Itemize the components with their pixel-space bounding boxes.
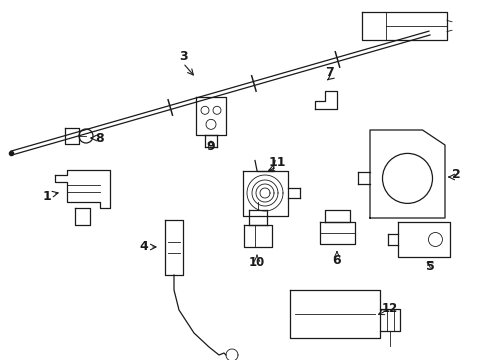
Polygon shape	[55, 170, 110, 208]
Text: 9: 9	[206, 140, 215, 153]
Polygon shape	[369, 130, 444, 218]
Text: 4: 4	[140, 240, 148, 253]
Text: 10: 10	[248, 256, 264, 270]
Text: 7: 7	[325, 67, 334, 80]
Text: 3: 3	[178, 50, 187, 63]
Text: 2: 2	[451, 168, 459, 181]
Text: 11: 11	[268, 156, 285, 168]
Text: 12: 12	[381, 302, 397, 315]
Text: 8: 8	[96, 131, 104, 144]
Text: 1: 1	[42, 189, 51, 202]
Text: 5: 5	[425, 261, 433, 274]
Text: 6: 6	[332, 253, 341, 266]
